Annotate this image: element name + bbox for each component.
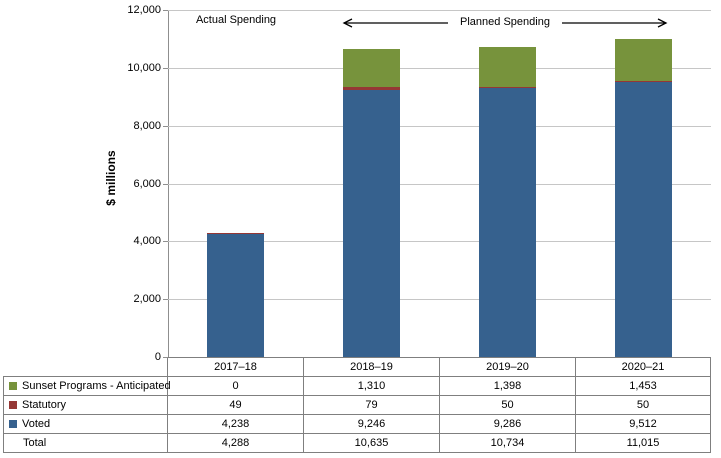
value-cell: 4,238 [168,415,304,434]
bar-segment-voted [478,88,536,357]
table-header-2018-19: 2018–19 [304,357,440,377]
bar-segment-statutory [478,87,536,89]
value-cell: 0 [168,377,304,396]
table-header-2019-20: 2019–20 [440,357,576,377]
planned-spending-arrows [342,18,668,28]
value-cell: 50 [440,396,576,415]
y-tick-label: 8,000 [133,119,161,132]
table-header-2020-21: 2020–21 [576,357,711,377]
table-header-2017-18: 2017–18 [168,357,304,377]
bar-segment-statutory [614,80,672,82]
value-cell: 1,398 [440,377,576,396]
legend-swatch-statutory [9,401,17,409]
bar-group-2017-18 [207,233,265,357]
gridline [168,241,711,243]
bar-group-2019-20 [478,46,536,357]
value-cell: 1,453 [576,377,711,396]
row-label-sunset-programs-anticipated: Sunset Programs - Anticipated [3,377,171,396]
spending-table: 2017–18 2018–19 2019–20 2020–21 Sunset Progr… [3,357,711,453]
y-tick-label: 2,000 [133,293,161,306]
bar-group-2020-21 [614,38,672,357]
bar-segment-voted [207,234,265,357]
annotation-planned-spending: Planned Spending [460,16,550,28]
arrow-right-icon [562,18,668,28]
legend-swatch-sunset-programs-anticipated [9,382,17,390]
bar-segment-statutory [207,233,265,235]
value-cell: 9,512 [576,415,711,434]
bar-segment-sunset-programs-anticipated [478,46,536,88]
y-tick-mark [163,67,168,69]
arrow-left-icon [342,18,448,28]
value-cell: 49 [168,396,304,415]
gridline [168,10,711,11]
y-tick-mark [163,125,168,127]
y-tick-mark [163,357,168,358]
value-cell: 11,015 [576,434,711,453]
y-tick-mark [163,10,168,11]
gridline [168,67,711,69]
value-cell: 9,286 [440,415,576,434]
value-cell: 79 [304,396,440,415]
gridline [168,299,711,301]
y-tick-label: 0 [154,351,161,363]
row-label-total: Total [3,434,168,453]
value-cell: 10,734 [440,434,576,453]
y-tick-label: 10,000 [127,61,161,74]
y-tick-mark [163,241,168,243]
y-tick-label: 12,000 [127,4,161,16]
y-tick-label: 4,000 [133,235,161,248]
bar-segment-voted [343,89,401,357]
gridline [168,183,711,185]
bar-segment-voted [614,81,672,357]
value-cell: 9,246 [304,415,440,434]
row-label-voted: Voted [3,415,168,434]
table-corner-cell [3,357,168,377]
row-label-statutory: Statutory [3,396,168,415]
value-cell: 1,310 [304,377,440,396]
legend-swatch-voted [9,420,17,428]
value-cell: 50 [576,396,711,415]
bar-segment-statutory [343,87,401,90]
bar-group-2018-19 [343,49,401,357]
value-cell: 10,635 [304,434,440,453]
bar-segment-sunset-programs-anticipated [343,49,401,88]
gridline [168,125,711,127]
annotation-actual-spending: Actual Spending [195,14,277,26]
value-cell: 4,288 [168,434,304,453]
y-tick-mark [163,299,168,301]
bar-segment-sunset-programs-anticipated [614,38,672,81]
y-tick-label: 6,000 [133,177,161,190]
y-tick-mark [163,183,168,185]
plot-area [168,10,711,357]
